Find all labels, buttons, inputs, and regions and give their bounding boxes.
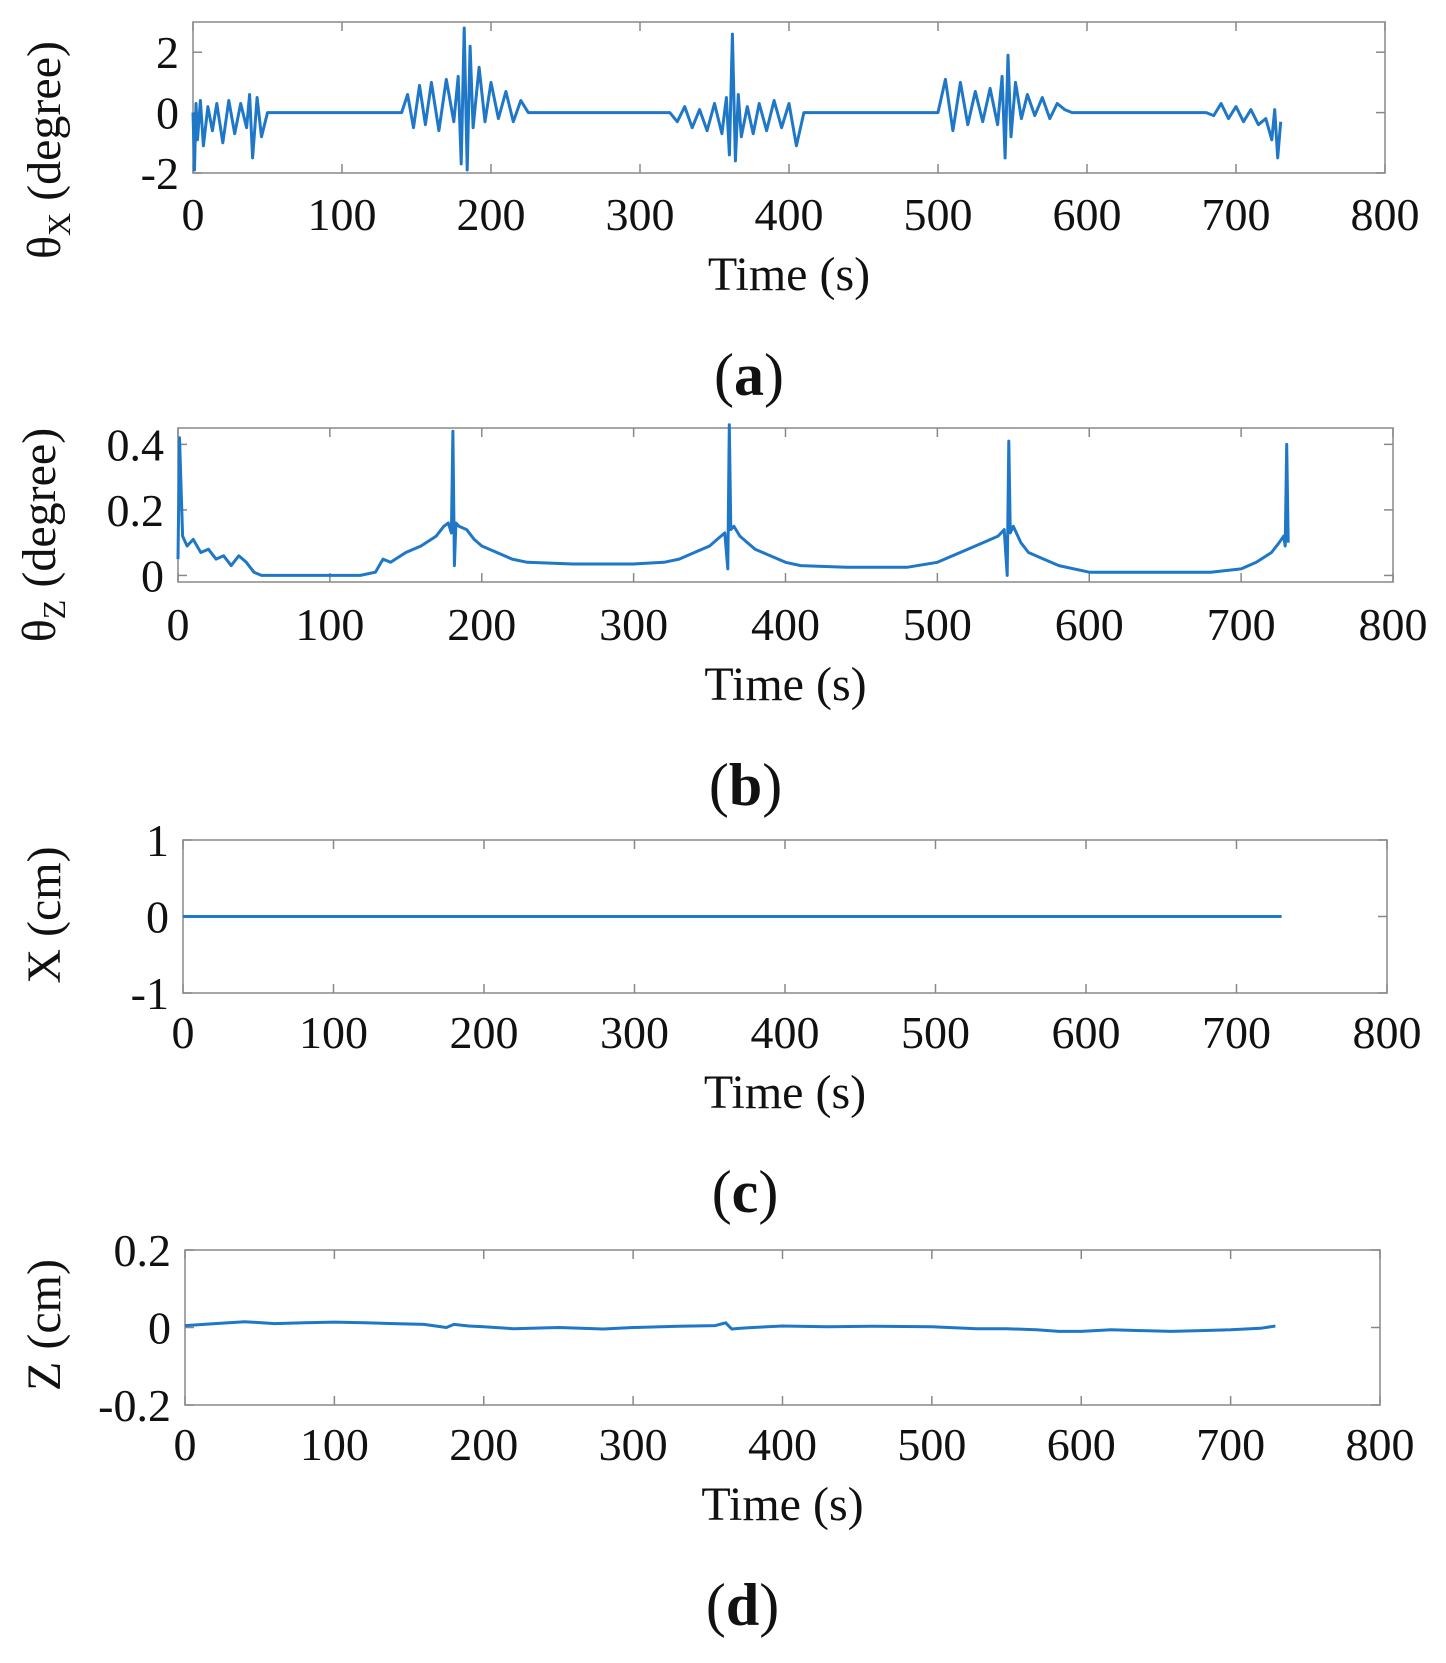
x-tick-label: 800 <box>1353 1007 1422 1058</box>
panel-caption-letter: d <box>726 1572 759 1638</box>
y-tick-label: -1 <box>131 968 169 1019</box>
panel-b: 0 100 200 300 400 500 600 700 800 0 0.2 0.4 Time (s)… <box>13 419 1428 818</box>
x-axis-label: Time (s) <box>701 1478 863 1531</box>
y-axis-label-subscript: Z <box>36 600 72 620</box>
y-axis-label-main: Z (cm) <box>18 1259 71 1391</box>
x-tick-label: 800 <box>1359 599 1428 650</box>
y-axis-label-main: X (cm) <box>18 846 71 983</box>
x-tick-label: 400 <box>751 599 820 650</box>
x-tick-label: 600 <box>1052 1007 1121 1058</box>
y-tick-label: 0 <box>146 892 169 943</box>
x-tick-label: 400 <box>755 189 824 240</box>
y-axis-label-rest: (degree) <box>13 428 66 600</box>
x-tick-label: 300 <box>600 1007 669 1058</box>
x-tick-label: 700 <box>1202 1007 1271 1058</box>
panel-caption: (d) <box>706 1572 779 1638</box>
y-tick-label: 0 <box>156 88 179 139</box>
x-axis-label: Time (s) <box>704 1066 866 1119</box>
x-tick-label: 200 <box>447 599 516 650</box>
panel-caption-letter: b <box>729 752 762 818</box>
y-tick-label: 0.2 <box>114 1225 172 1276</box>
series-line <box>184 1320 1276 1333</box>
y-tick-label: 1 <box>146 815 169 866</box>
x-tick-label: 100 <box>300 1419 369 1470</box>
x-tick-label: 700 <box>1207 599 1276 650</box>
x-tick-label: 100 <box>299 1007 368 1058</box>
x-tick-label: 600 <box>1053 189 1122 240</box>
y-axis-label-rest: (degree) <box>18 41 71 213</box>
y-tick-label: 0.4 <box>107 419 165 470</box>
y-axis-label: X (cm) <box>18 846 71 983</box>
panel-caption: (a) <box>714 342 784 408</box>
x-tick-label: 600 <box>1047 1419 1116 1470</box>
axes-frame <box>177 427 1394 583</box>
y-axis-label: θX (degree) <box>18 41 77 259</box>
y-tick-label: -2 <box>141 148 179 199</box>
x-axis-label: Time (s) <box>708 248 870 301</box>
x-tick-label: 500 <box>904 189 973 240</box>
axes-frame <box>192 21 1386 174</box>
x-tick-label: 0 <box>182 189 205 240</box>
x-tick-label: 300 <box>599 1419 668 1470</box>
x-tick-label: 300 <box>606 189 675 240</box>
x-tick-label: 800 <box>1351 189 1420 240</box>
x-tick-label: 200 <box>449 1419 518 1470</box>
x-tick-label: 200 <box>450 1007 519 1058</box>
y-tick-label: 0 <box>141 550 164 601</box>
x-tick-label: 700 <box>1202 189 1271 240</box>
x-tick-label: 500 <box>897 1419 966 1470</box>
panel-caption: (c) <box>712 1159 779 1225</box>
y-axis-label-subscript: X <box>41 213 77 236</box>
y-axis-label: Z (cm) <box>18 1259 71 1391</box>
x-axis-label: Time (s) <box>704 658 866 711</box>
x-tick-label: 500 <box>901 1007 970 1058</box>
y-axis-label-main: θ <box>18 236 71 259</box>
y-axis-label-main: θ <box>13 619 66 642</box>
series-line <box>191 26 1283 172</box>
y-tick-label: 0 <box>148 1303 171 1354</box>
series-line <box>176 423 1290 577</box>
x-tick-label: 600 <box>1055 599 1124 650</box>
y-axis-label: θZ (degree) <box>13 428 72 642</box>
x-tick-label: 0 <box>174 1419 197 1470</box>
x-tick-label: 100 <box>308 189 377 240</box>
x-tick-label: 0 <box>172 1007 195 1058</box>
y-tick-label: 0.2 <box>107 485 165 536</box>
x-tick-label: 700 <box>1196 1419 1265 1470</box>
x-tick-label: 200 <box>457 189 526 240</box>
panel-caption-letter: c <box>732 1159 759 1225</box>
x-tick-label: 100 <box>295 599 364 650</box>
x-tick-label: 800 <box>1346 1419 1415 1470</box>
panel-caption: (b) <box>709 752 782 818</box>
x-tick-label: 0 <box>167 599 190 650</box>
x-tick-label: 500 <box>903 599 972 650</box>
y-tick-label: -0.2 <box>98 1380 171 1431</box>
x-tick-label: 400 <box>748 1419 817 1470</box>
panel-caption-letter: a <box>734 342 764 408</box>
x-tick-label: 400 <box>751 1007 820 1058</box>
y-tick-label: 2 <box>156 27 179 78</box>
x-tick-label: 300 <box>599 599 668 650</box>
